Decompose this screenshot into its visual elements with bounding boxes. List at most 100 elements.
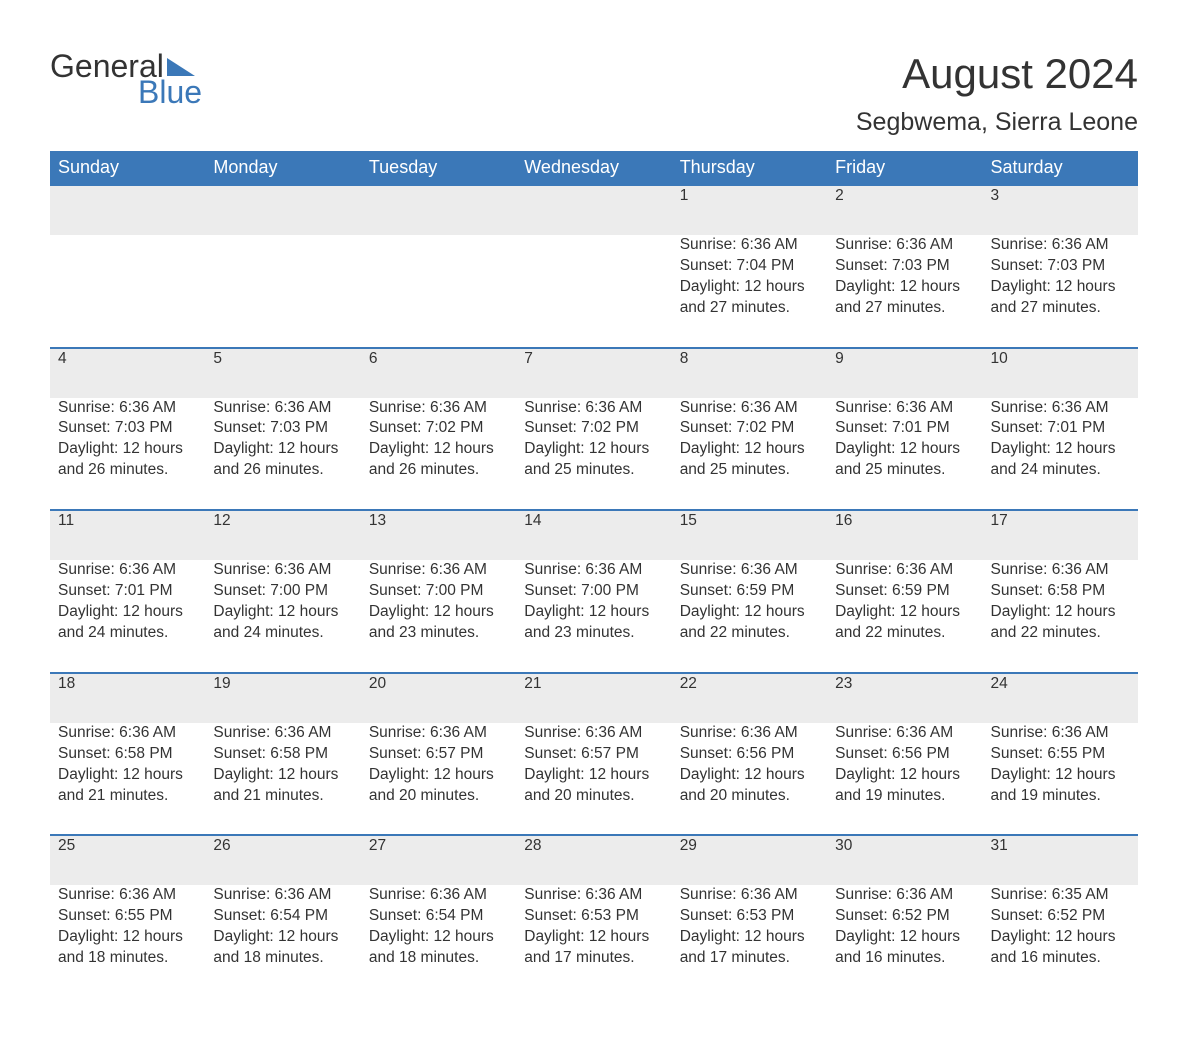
day-number-cell: 6 — [361, 348, 516, 398]
daylight-line: Daylight: 12 hours and 24 minutes. — [991, 439, 1130, 481]
sunset-line: Sunset: 7:03 PM — [58, 418, 197, 439]
sunset-line: Sunset: 7:00 PM — [524, 581, 663, 602]
day-number-cell: 26 — [205, 835, 360, 885]
sunset-line: Sunset: 7:00 PM — [369, 581, 508, 602]
sunrise-line: Sunrise: 6:36 AM — [680, 885, 819, 906]
day-detail-cell — [205, 235, 360, 348]
day-detail-cell: Sunrise: 6:36 AMSunset: 6:57 PMDaylight:… — [516, 723, 671, 836]
sunrise-line: Sunrise: 6:36 AM — [524, 398, 663, 419]
day-number-cell — [361, 185, 516, 235]
day-number-cell: 28 — [516, 835, 671, 885]
day-number-cell: 14 — [516, 510, 671, 560]
day-detail-row: Sunrise: 6:36 AMSunset: 7:04 PMDaylight:… — [50, 235, 1138, 348]
sunset-line: Sunset: 6:57 PM — [369, 744, 508, 765]
day-number-cell: 31 — [983, 835, 1138, 885]
daylight-line: Daylight: 12 hours and 19 minutes. — [835, 765, 974, 807]
day-number-cell — [50, 185, 205, 235]
day-detail-row: Sunrise: 6:36 AMSunset: 6:55 PMDaylight:… — [50, 885, 1138, 997]
day-number-cell: 24 — [983, 673, 1138, 723]
day-detail-cell: Sunrise: 6:36 AMSunset: 7:01 PMDaylight:… — [983, 398, 1138, 511]
daylight-line: Daylight: 12 hours and 27 minutes. — [991, 277, 1130, 319]
sunrise-line: Sunrise: 6:36 AM — [835, 885, 974, 906]
day-number-cell: 19 — [205, 673, 360, 723]
weekday-header: Saturday — [983, 151, 1138, 185]
day-number-cell: 8 — [672, 348, 827, 398]
day-number-cell: 18 — [50, 673, 205, 723]
sunset-line: Sunset: 7:02 PM — [524, 418, 663, 439]
sunset-line: Sunset: 6:55 PM — [991, 744, 1130, 765]
daylight-line: Daylight: 12 hours and 19 minutes. — [991, 765, 1130, 807]
day-number-cell: 5 — [205, 348, 360, 398]
day-number-row: 45678910 — [50, 348, 1138, 398]
daylight-line: Daylight: 12 hours and 22 minutes. — [680, 602, 819, 644]
day-detail-cell: Sunrise: 6:36 AMSunset: 6:53 PMDaylight:… — [672, 885, 827, 997]
sunset-line: Sunset: 7:01 PM — [835, 418, 974, 439]
sunset-line: Sunset: 6:58 PM — [58, 744, 197, 765]
sunrise-line: Sunrise: 6:36 AM — [369, 560, 508, 581]
daylight-line: Daylight: 12 hours and 27 minutes. — [835, 277, 974, 319]
day-number-cell: 4 — [50, 348, 205, 398]
sunrise-line: Sunrise: 6:36 AM — [835, 723, 974, 744]
sunrise-line: Sunrise: 6:36 AM — [835, 560, 974, 581]
sunrise-line: Sunrise: 6:36 AM — [991, 723, 1130, 744]
sunrise-line: Sunrise: 6:36 AM — [835, 398, 974, 419]
daylight-line: Daylight: 12 hours and 22 minutes. — [991, 602, 1130, 644]
day-detail-cell — [50, 235, 205, 348]
day-number-cell: 7 — [516, 348, 671, 398]
day-number-cell: 17 — [983, 510, 1138, 560]
daylight-line: Daylight: 12 hours and 24 minutes. — [213, 602, 352, 644]
weekday-header: Tuesday — [361, 151, 516, 185]
sunrise-line: Sunrise: 6:36 AM — [524, 560, 663, 581]
day-number-cell: 16 — [827, 510, 982, 560]
day-number-row: 18192021222324 — [50, 673, 1138, 723]
day-detail-cell: Sunrise: 6:36 AMSunset: 7:02 PMDaylight:… — [361, 398, 516, 511]
daylight-line: Daylight: 12 hours and 20 minutes. — [524, 765, 663, 807]
daylight-line: Daylight: 12 hours and 16 minutes. — [991, 927, 1130, 969]
sunrise-line: Sunrise: 6:36 AM — [680, 560, 819, 581]
day-number-cell: 21 — [516, 673, 671, 723]
day-detail-cell: Sunrise: 6:36 AMSunset: 6:56 PMDaylight:… — [827, 723, 982, 836]
sunrise-line: Sunrise: 6:36 AM — [58, 398, 197, 419]
sunrise-line: Sunrise: 6:36 AM — [680, 235, 819, 256]
day-number-cell: 30 — [827, 835, 982, 885]
daylight-line: Daylight: 12 hours and 16 minutes. — [835, 927, 974, 969]
daylight-line: Daylight: 12 hours and 23 minutes. — [524, 602, 663, 644]
weekday-header: Friday — [827, 151, 982, 185]
daylight-line: Daylight: 12 hours and 25 minutes. — [680, 439, 819, 481]
daylight-line: Daylight: 12 hours and 18 minutes. — [58, 927, 197, 969]
day-number-cell: 2 — [827, 185, 982, 235]
sunset-line: Sunset: 6:58 PM — [991, 581, 1130, 602]
sunset-line: Sunset: 6:54 PM — [369, 906, 508, 927]
day-number-row: 25262728293031 — [50, 835, 1138, 885]
daylight-line: Daylight: 12 hours and 17 minutes. — [680, 927, 819, 969]
day-number-cell — [205, 185, 360, 235]
daylight-line: Daylight: 12 hours and 26 minutes. — [213, 439, 352, 481]
weekday-header: Sunday — [50, 151, 205, 185]
sunset-line: Sunset: 6:54 PM — [213, 906, 352, 927]
sunset-line: Sunset: 7:02 PM — [369, 418, 508, 439]
day-number-cell: 10 — [983, 348, 1138, 398]
day-number-cell: 29 — [672, 835, 827, 885]
day-number-cell — [516, 185, 671, 235]
day-detail-cell: Sunrise: 6:36 AMSunset: 7:04 PMDaylight:… — [672, 235, 827, 348]
daylight-line: Daylight: 12 hours and 26 minutes. — [369, 439, 508, 481]
daylight-line: Daylight: 12 hours and 25 minutes. — [835, 439, 974, 481]
day-number-cell: 25 — [50, 835, 205, 885]
day-detail-cell: Sunrise: 6:36 AMSunset: 7:03 PMDaylight:… — [50, 398, 205, 511]
sunset-line: Sunset: 7:04 PM — [680, 256, 819, 277]
sunrise-line: Sunrise: 6:36 AM — [213, 723, 352, 744]
sunset-line: Sunset: 7:03 PM — [991, 256, 1130, 277]
sunrise-line: Sunrise: 6:35 AM — [991, 885, 1130, 906]
sunrise-line: Sunrise: 6:36 AM — [213, 885, 352, 906]
day-detail-cell: Sunrise: 6:36 AMSunset: 6:55 PMDaylight:… — [983, 723, 1138, 836]
sunrise-line: Sunrise: 6:36 AM — [835, 235, 974, 256]
daylight-line: Daylight: 12 hours and 21 minutes. — [58, 765, 197, 807]
day-number-cell: 20 — [361, 673, 516, 723]
daylight-line: Daylight: 12 hours and 24 minutes. — [58, 602, 197, 644]
daylight-line: Daylight: 12 hours and 20 minutes. — [369, 765, 508, 807]
sunset-line: Sunset: 7:02 PM — [680, 418, 819, 439]
header: General Blue August 2024 Segbwema, Sierr… — [50, 50, 1138, 137]
day-detail-cell: Sunrise: 6:36 AMSunset: 6:58 PMDaylight:… — [205, 723, 360, 836]
sunset-line: Sunset: 6:53 PM — [524, 906, 663, 927]
day-detail-cell: Sunrise: 6:36 AMSunset: 7:03 PMDaylight:… — [827, 235, 982, 348]
